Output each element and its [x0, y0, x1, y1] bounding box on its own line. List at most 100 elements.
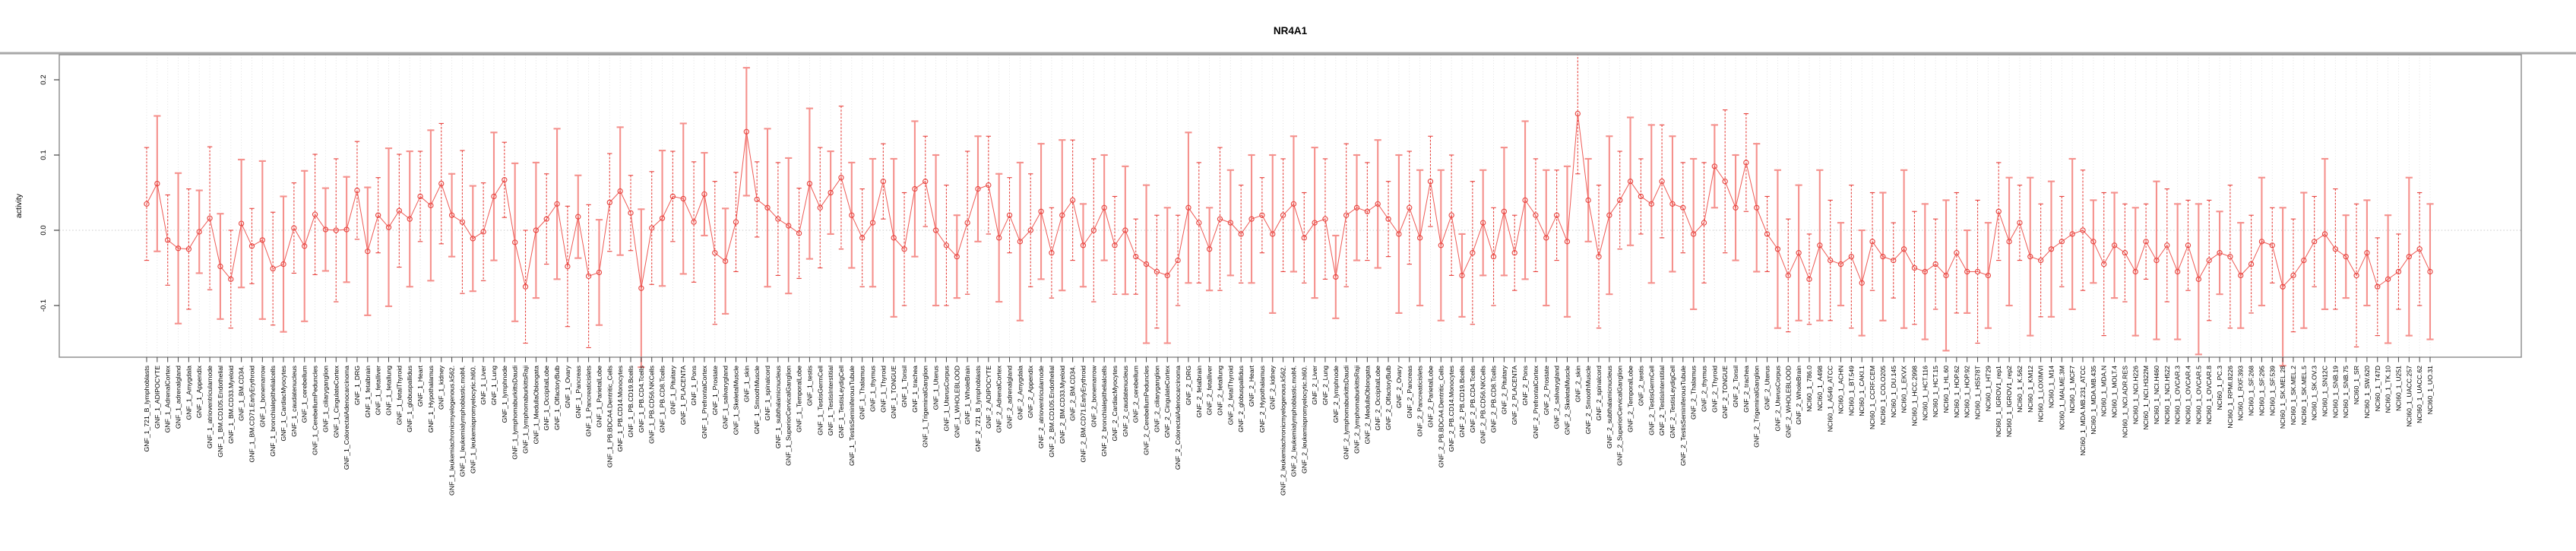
x-tick-label: GNF_2_BM.CD34. [1069, 366, 1077, 421]
x-tick-label: NCI60_1_NCI.H226 [2131, 366, 2139, 424]
data-point [1448, 212, 1454, 218]
x-tick-label: GNF_2_leukemiachronicmyelogenous.k562. [1280, 366, 1287, 496]
data-point [996, 235, 1002, 241]
data-point [533, 227, 540, 233]
error-bar [1806, 233, 1812, 325]
data-point [2111, 242, 2118, 249]
data-point [2080, 227, 2086, 233]
error-bar [2185, 199, 2191, 291]
x-tick-label: GNF_1_Hypothalamus [427, 365, 435, 432]
data-point [585, 273, 592, 280]
x-tick-label: GNF_1_ColorectalAdenocarcinoma [343, 366, 350, 470]
x-tick-label: GNF_1_Prostate [711, 366, 719, 415]
x-tick-label: GNF_2_Thalamus [1690, 365, 1698, 420]
data-point [806, 180, 813, 187]
data-point [1837, 261, 1844, 268]
data-point [1995, 208, 2002, 214]
x-tick-label: NCI60_1_SNB.75 [2342, 366, 2350, 418]
x-tick-label: GNF_1_Appendix [195, 365, 203, 418]
data-point [1416, 235, 1423, 241]
x-tick-label: GNF_2_globuspallidus [1237, 365, 1245, 432]
data-point [565, 263, 571, 270]
data-point [2037, 257, 2044, 264]
x-tick-label: GNF_1_Uterus [932, 365, 940, 410]
error-bar [2312, 195, 2317, 287]
error-bar [2059, 195, 2065, 287]
data-point [1385, 216, 1391, 222]
x-tick-label: GNF_2_PB.CD14.Monocytes [1448, 365, 1455, 451]
x-tick-label: NCI60_1_HCT.116 [1921, 366, 1929, 420]
data-point [2006, 239, 2012, 245]
data-point [733, 219, 739, 225]
error-bar [1891, 222, 1896, 299]
x-tick-label: GNF_1_PB.BDCA4.Dentritic_Cells [606, 365, 613, 467]
data-point [1806, 276, 1812, 282]
data-point [1196, 220, 1202, 226]
x-tick-label: NCI60_1_CCRF.CEM [1869, 366, 1876, 429]
x-tick-label: GNF_1_DRG [353, 366, 361, 405]
x-tick-label: GNF_1_WholeBrain [964, 366, 971, 425]
data-point [986, 182, 992, 188]
x-tick-label: NCI60_1_OVCAR.4 [2184, 366, 2191, 424]
x-tick-label: GNF_1_cerebellum [301, 366, 309, 423]
x-tick-label: GNF_2_OlfactoryBulb [1385, 366, 1392, 430]
data-point [248, 243, 255, 249]
data-point [786, 223, 792, 229]
x-tick-label: GNF_2_trachea [1742, 366, 1750, 413]
data-point [280, 261, 286, 268]
data-point [322, 226, 329, 233]
x-tick-label: GNF_1_CerebellumPeduncles [312, 365, 319, 454]
data-point [2090, 239, 2097, 245]
x-labels: GNF_1_721_B_lymphoblasts GNF_1_ADIPOCYTE G… [143, 365, 2434, 496]
x-tick-label: GNF_2_subthalamicnucleus [1606, 365, 1613, 448]
series-line [146, 113, 2431, 289]
x-tick-label: GNF_1_fetalliver [375, 366, 382, 415]
data-point [448, 212, 455, 218]
x-tick-label: GNF_2_Uterus [1764, 365, 1771, 410]
x-tick-label: GNF_2_kidney [1269, 365, 1277, 410]
x-tick-label: NCI60_1_MCF7 [2068, 366, 2076, 413]
error-bar [2122, 203, 2128, 302]
error-bar [375, 177, 381, 254]
data-point [302, 243, 308, 249]
data-point [2427, 268, 2433, 275]
data-point [1049, 250, 1055, 256]
error-bar [2248, 214, 2254, 314]
data-point [659, 215, 666, 221]
error-bar [1764, 195, 1770, 273]
x-tick-label: GNF_2_721_B_lymphoblasts [974, 365, 982, 451]
data-point [1954, 250, 1960, 256]
x-tick-label: NCI60_1_RXF.393 [2237, 366, 2245, 421]
data-point [1343, 212, 1350, 218]
x-tick-label: GNF_2_Liver [1311, 366, 1318, 405]
x-tick-label: GNF_1_bronchialepithelialcells [269, 365, 277, 456]
x-tick-label: GNF_1_adrenalgland [175, 366, 182, 429]
x-tick-label: GNF_1_OlfactoryBulb [553, 366, 561, 430]
data-point [638, 285, 644, 291]
data-point [1669, 201, 1676, 207]
data-point [1891, 257, 1897, 264]
data-point [1407, 204, 1413, 211]
x-tick-label: GNF_1_PB.CD56.NKCells [648, 365, 656, 443]
x-tick-label: GNF_2_Heart [1248, 365, 1255, 407]
x-tick-label: GNF_2_caudatenucleus [1122, 365, 1129, 436]
data-point [891, 235, 897, 241]
x-tick-label: GNF_2_AdrenalCortex [995, 365, 1003, 432]
x-tick-label: GNF_2_fetalbrain [1195, 366, 1203, 418]
x-tick-label: GNF_1_TrigeminalGanglion [922, 366, 929, 448]
data-point [1175, 257, 1181, 264]
data-point [691, 219, 697, 225]
x-tick-label: NCI60_1_IGROV1_rep1 [1995, 366, 2002, 437]
data-point [1911, 264, 1918, 271]
x-tick-label: GNF_2_CardiacMyocytes [1111, 365, 1119, 441]
x-tick-label: GNF_2_Amygdala [1016, 366, 1024, 420]
x-tick-label: GNF_2_TestisGermCell [1647, 366, 1655, 435]
x-tick-label: NCI60_1_OVCAR.3 [2174, 366, 2182, 424]
data-point [1617, 197, 1623, 204]
data-point [2017, 220, 2023, 226]
x-tick-label: GNF_1_PB.CD8.Tcells [659, 365, 666, 432]
data-point [375, 212, 381, 218]
data-point [2154, 257, 2160, 264]
x-tick-label: NCI60_1_IGROV1_rep2 [2005, 366, 2013, 437]
data-point [1964, 268, 1970, 275]
